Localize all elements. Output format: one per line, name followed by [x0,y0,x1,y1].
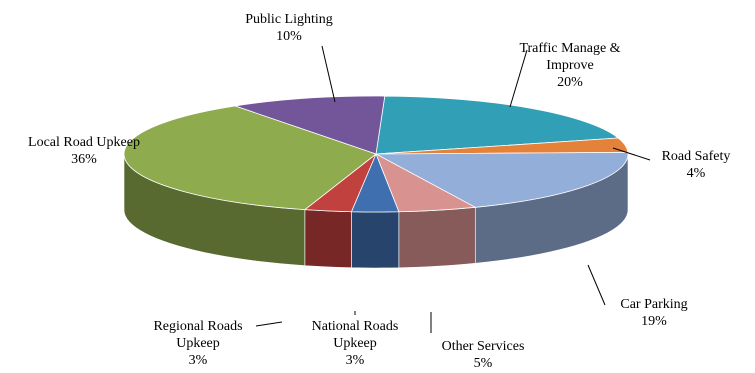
slice-car-parking [375,151,629,208]
value-label-public-lighting: 10% [276,29,302,44]
slice-label-traffic-manage-and-improve: Traffic Manage & [519,41,620,56]
slice-label-traffic-manage-and-improve: Improve [546,58,593,73]
value-label-car-parking: 19% [641,314,667,329]
label-leader-lines [255,45,651,333]
slice-label-local-road-upkeep: Local Road Upkeep [28,135,140,150]
leader-traffic-manage-and-improve [509,49,528,108]
slice-label-regional-roads-upkeep: Regional Roads [153,319,242,334]
pie-slices [123,95,629,213]
slice-label-public-lighting: Public Lighting [245,12,333,27]
leader-regional-roads-upkeep [255,321,283,327]
leader-road-safety [612,147,651,161]
value-label-traffic-manage-and-improve: 20% [557,75,583,90]
slice-labels: Traffic Manage & Improve 20% Road Safety 4% C… [28,12,730,371]
leader-car-parking [587,264,606,306]
slice-label-national-roads-upkeep: Upkeep [333,336,377,351]
value-label-local-road-upkeep: 36% [71,152,97,167]
slice-label-national-roads-upkeep: National Roads [312,319,399,334]
side-regional-roads-upkeep [304,209,352,269]
slice-label-other-services: Other Services [442,339,525,354]
slice-label-car-parking: Car Parking [620,297,687,312]
value-label-other-services: 5% [474,356,493,371]
value-label-regional-roads-upkeep: 3% [189,353,208,368]
value-label-national-roads-upkeep: 3% [346,353,365,368]
slice-local-road-upkeep [123,105,377,211]
slice-traffic-manage-and-improve [375,95,620,155]
leader-public-lighting [321,45,336,103]
value-label-road-safety: 4% [687,166,706,181]
slice-label-road-safety: Road Safety [662,149,731,164]
side-other-services [398,206,476,269]
side-national-roads-upkeep [351,211,400,269]
slice-public-lighting [234,95,386,155]
slice-label-regional-roads-upkeep: Upkeep [176,336,220,351]
